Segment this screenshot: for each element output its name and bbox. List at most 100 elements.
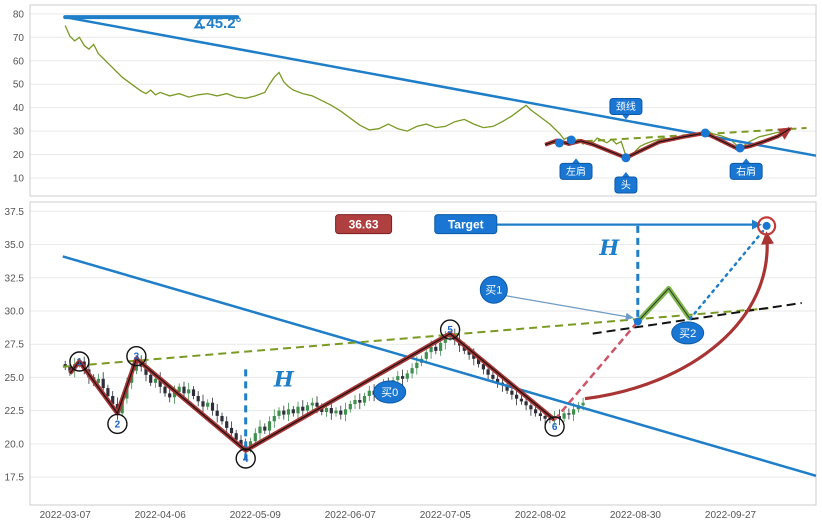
pattern-label-3-text: 颈线 bbox=[616, 100, 636, 113]
pattern-label-1-pointer bbox=[621, 171, 630, 177]
candle-body bbox=[196, 396, 200, 402]
candle-body bbox=[310, 402, 314, 406]
downtrend-line-top[interactable] bbox=[64, 15, 817, 157]
y-tick-label: 25.0 bbox=[5, 373, 25, 384]
candle-body bbox=[348, 404, 352, 410]
candle-body bbox=[562, 413, 566, 419]
candle-body bbox=[538, 413, 542, 416]
wave-point-circle-5[interactable] bbox=[439, 319, 461, 340]
candle-body bbox=[434, 346, 438, 351]
wave-point-circle-4[interactable] bbox=[235, 448, 256, 469]
y-tick-label: 50 bbox=[13, 80, 25, 91]
wave-point-number-5: 5 bbox=[447, 325, 453, 336]
head-shoulders-zigzag-top[interactable] bbox=[544, 127, 793, 160]
x-tick-label: 2022-06-07 bbox=[325, 510, 377, 521]
x-tick-label: 2022-08-30 bbox=[610, 510, 662, 521]
candle-body bbox=[472, 354, 476, 359]
pattern-dot[interactable] bbox=[621, 153, 631, 163]
candle-body bbox=[220, 416, 224, 422]
y-tick-label: 27.5 bbox=[5, 340, 25, 351]
plot-area-bottom[interactable] bbox=[29, 201, 817, 506]
height-label-1[interactable]: H bbox=[598, 235, 620, 260]
candle-body bbox=[424, 352, 428, 359]
y-tick-label: 20.0 bbox=[5, 439, 25, 450]
candle-body bbox=[106, 388, 110, 397]
projected-rally-dashed[interactable] bbox=[553, 320, 639, 421]
x-tick-label: 2022-09-27 bbox=[705, 510, 757, 521]
candle-body bbox=[410, 368, 414, 374]
y-tick-label: 17.5 bbox=[5, 473, 25, 484]
candle-body bbox=[239, 439, 243, 446]
target-marker-dot bbox=[762, 221, 771, 230]
pattern-label-0[interactable] bbox=[559, 162, 593, 180]
candle-body bbox=[187, 389, 191, 394]
buy-label-2[interactable] bbox=[671, 321, 705, 345]
candle-body bbox=[168, 393, 172, 398]
pattern-label-0-text: 左肩 bbox=[566, 165, 586, 178]
x-tick-label: 2022-07-05 bbox=[420, 510, 472, 521]
wave-point-circle-6[interactable] bbox=[544, 416, 565, 437]
candle-body bbox=[401, 376, 405, 379]
candle-body bbox=[144, 366, 148, 375]
candle-body bbox=[305, 405, 310, 411]
pattern-dot[interactable] bbox=[554, 138, 564, 148]
angle-label: ∡45.2° bbox=[193, 15, 242, 32]
candle-body bbox=[301, 406, 305, 411]
pattern-label-3[interactable] bbox=[609, 97, 643, 115]
projected-target-path-dotted[interactable] bbox=[688, 226, 768, 321]
y-tick-label: 20 bbox=[13, 150, 25, 161]
candle-body bbox=[505, 385, 509, 391]
pattern-label-2[interactable] bbox=[729, 162, 763, 180]
y-tick-label: 70 bbox=[13, 33, 25, 44]
y-tick-label: 10 bbox=[13, 174, 25, 185]
wave-point-circle-2[interactable] bbox=[107, 413, 128, 435]
wave-point-number-4: 4 bbox=[243, 454, 249, 465]
target-price-box[interactable] bbox=[335, 214, 393, 235]
pattern-dot[interactable] bbox=[735, 143, 745, 153]
candle-body bbox=[396, 376, 400, 381]
curved-target-arrow[interactable] bbox=[584, 231, 775, 401]
wave-zigzag-core bbox=[69, 333, 555, 452]
x-tick-label: 2022-08-02 bbox=[515, 510, 567, 521]
candle-body bbox=[291, 409, 295, 414]
y-tick-label: 30.0 bbox=[5, 307, 25, 318]
candle-body bbox=[477, 358, 481, 365]
target-marker-ring[interactable] bbox=[756, 216, 777, 236]
neckline-bottom[interactable] bbox=[62, 307, 769, 368]
pattern-label-1[interactable] bbox=[614, 176, 638, 194]
wave-point-circle-1[interactable] bbox=[69, 351, 90, 372]
candle-body bbox=[282, 410, 286, 415]
pattern-label-2-text: 右肩 bbox=[736, 165, 756, 178]
candle-body bbox=[519, 398, 523, 402]
buy-label-text-2: 买2 bbox=[679, 327, 696, 340]
buy-label-1[interactable] bbox=[479, 275, 508, 304]
wave-point-number-1: 1 bbox=[77, 357, 83, 368]
pattern-dot[interactable] bbox=[566, 135, 576, 145]
buy-label-0[interactable] bbox=[373, 380, 407, 404]
candle-body bbox=[163, 386, 167, 394]
wave-point-number-3: 3 bbox=[134, 352, 140, 363]
candle-body bbox=[234, 433, 238, 440]
pattern-label-2-pointer bbox=[742, 158, 751, 164]
breakout-neckline-extension[interactable] bbox=[592, 302, 802, 335]
candle-body bbox=[415, 362, 419, 369]
downtrend-line-bottom[interactable] bbox=[62, 255, 817, 477]
neckline-top[interactable] bbox=[549, 127, 807, 145]
breakout-dot[interactable] bbox=[633, 317, 642, 326]
wave-zigzag[interactable] bbox=[68, 331, 557, 453]
candle-body bbox=[191, 389, 196, 396]
plot-area-top[interactable] bbox=[29, 4, 817, 197]
candle-body bbox=[534, 409, 538, 414]
price-line-top bbox=[64, 25, 788, 158]
candle-body bbox=[529, 405, 533, 410]
y-tick-label: 22.5 bbox=[5, 406, 25, 417]
wave-point-circle-3[interactable] bbox=[126, 346, 147, 367]
candle-body bbox=[149, 374, 153, 383]
candle-body bbox=[296, 406, 300, 414]
pattern-dot[interactable] bbox=[700, 128, 710, 138]
candle-body bbox=[324, 408, 329, 412]
height-label-0[interactable]: H bbox=[273, 367, 295, 392]
target-label-box[interactable] bbox=[434, 214, 498, 235]
